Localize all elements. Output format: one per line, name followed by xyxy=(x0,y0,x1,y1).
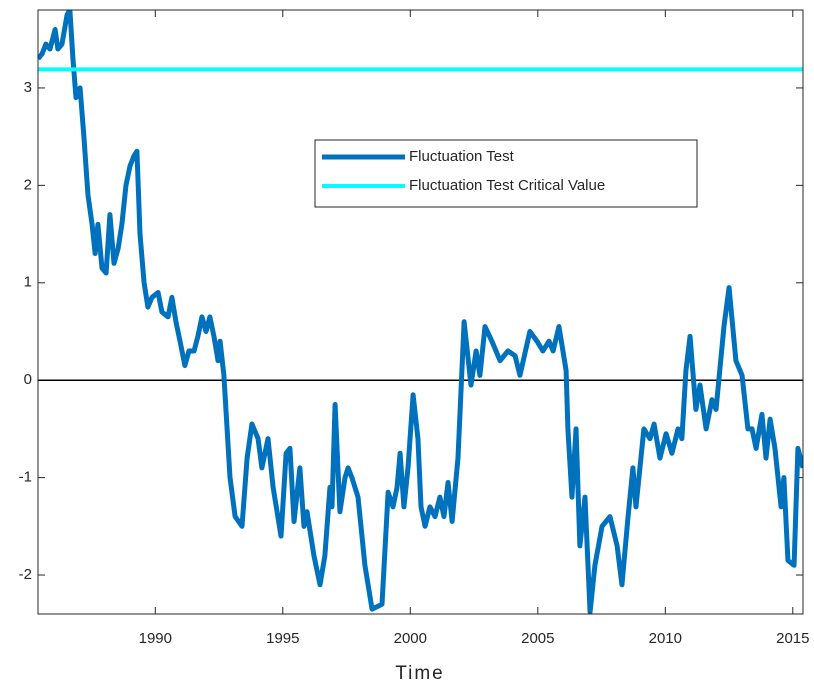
x-tick-label: 2000 xyxy=(394,630,427,647)
y-tick-label: 1 xyxy=(24,274,32,291)
y-tick-label: 2 xyxy=(24,176,32,193)
y-tick-label: -1 xyxy=(19,469,32,486)
y-tick-label: 0 xyxy=(24,371,32,388)
y-tick-label: 3 xyxy=(24,79,32,96)
plot-background xyxy=(38,10,803,614)
legend-box xyxy=(314,139,698,208)
x-tick-label: 1995 xyxy=(266,630,299,647)
x-axis-label: Time xyxy=(395,663,445,684)
x-tick-label: 2015 xyxy=(776,630,809,647)
x-tick-label: 2005 xyxy=(521,630,554,647)
x-tick-label: 1990 xyxy=(139,630,172,647)
y-tick-label: -2 xyxy=(19,566,32,583)
data-line xyxy=(38,10,803,614)
legend-label: Fluctuation Test xyxy=(409,148,515,165)
axes-box xyxy=(37,9,804,615)
x-tick-label: 2010 xyxy=(649,630,682,647)
legend-label: Fluctuation Test Critical Value xyxy=(409,177,605,194)
